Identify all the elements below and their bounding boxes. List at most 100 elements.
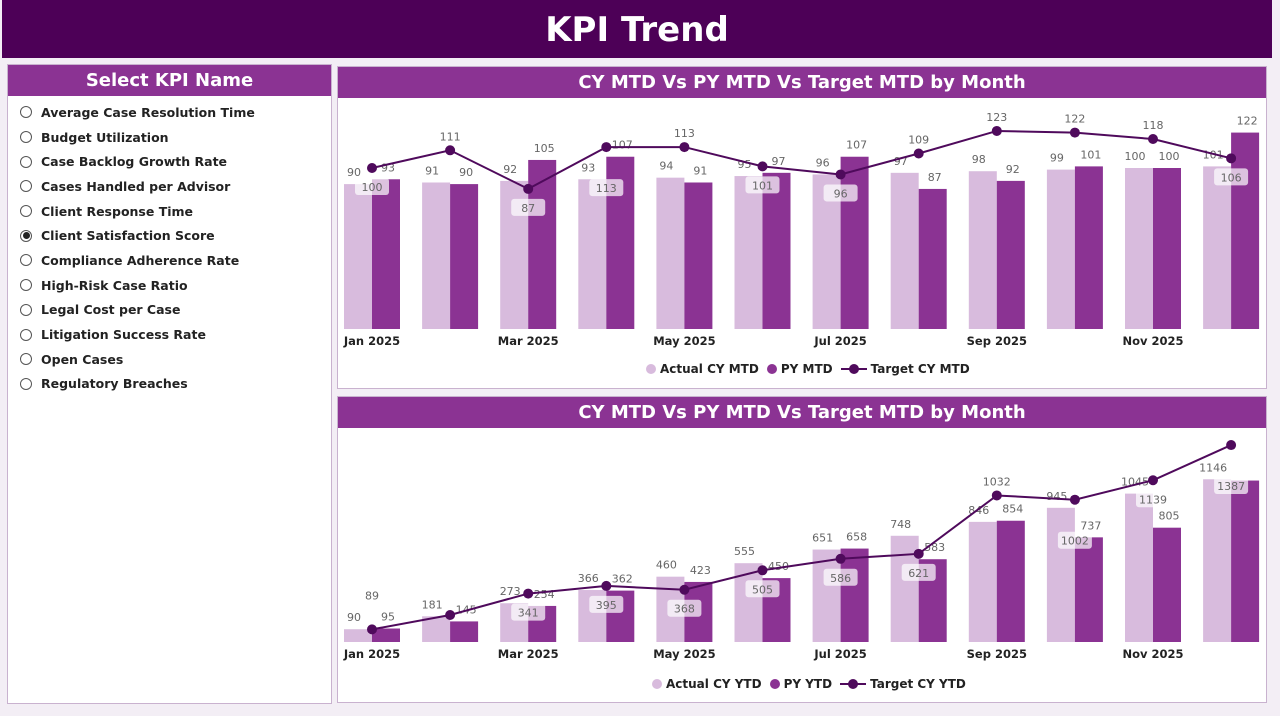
target-data-label: 122 [1064,113,1085,126]
kpi-option-label: Regulatory Breaches [41,376,188,392]
radio-button[interactable] [20,377,32,390]
target-data-label: 106 [1221,171,1242,184]
actual-data-label: 93 [581,161,595,174]
kpi-option-label: Client Response Time [41,203,194,219]
legend-target[interactable]: Target CY YTD [840,677,966,691]
target-point [1069,494,1080,505]
radio-button[interactable] [20,303,32,316]
target-point [991,490,1002,501]
py-bar [372,628,400,642]
py-bar [1153,168,1181,329]
kpi-option-label: Open Cases [41,351,124,367]
radio-button[interactable] [20,106,32,119]
kpi-option[interactable]: Legal Cost per Case [20,298,331,323]
target-label-box [745,176,780,194]
py-bar [996,180,1025,329]
legend-actual[interactable]: Actual CY MTD [646,362,759,376]
actual-bar [812,549,841,642]
actual-bar [1203,166,1232,329]
radio-button[interactable] [20,254,32,267]
kpi-option-label: Compliance Adherence Rate [41,252,240,268]
target-point [601,142,612,153]
target-data-label: 395 [596,599,617,612]
py-data-label: 100 [1159,150,1180,163]
kpi-option-label: Litigation Success Rate [41,327,206,343]
x-tick-label: Mar 2025 [498,334,559,348]
target-point [1069,127,1080,138]
radio-button[interactable] [20,205,32,218]
kpi-option[interactable]: Compliance Adherence Rate [20,248,331,273]
target-label-box [1136,116,1170,134]
kpi-option[interactable]: Budget Utilization [20,125,331,150]
actual-bar [656,177,685,329]
target-label-box [823,184,858,202]
target-label-box [511,198,546,216]
py-data-label: 122 [1237,115,1258,128]
actual-bar [734,176,763,329]
target-data-label: 109 [908,134,929,147]
target-data-label: 89 [365,589,379,602]
radio-button[interactable] [20,328,32,341]
kpi-option[interactable]: Average Case Resolution Time [20,100,331,125]
legend-actual-marker [652,679,662,689]
py-data-label: 583 [924,541,945,554]
kpi-option[interactable]: Regulatory Breaches [20,372,331,397]
py-data-label: 737 [1080,519,1101,532]
py-data-label: 105 [534,142,555,155]
radio-button[interactable] [20,353,32,366]
target-label-box [901,130,936,148]
target-point [679,584,690,595]
kpi-option[interactable]: High-Risk Case Ratio [20,273,331,298]
target-label-box [589,595,624,613]
kpi-option[interactable]: Litigation Success Rate [20,322,331,347]
target-data-label: 123 [986,111,1007,124]
kpi-option[interactable]: Cases Handled per Advisor [20,174,331,199]
legend-py[interactable]: PY MTD [766,362,833,376]
target-data-label: 113 [674,127,695,140]
radio-button[interactable] [20,180,32,193]
radio-button[interactable] [20,155,32,168]
x-tick-label: Nov 2025 [1122,334,1183,348]
legend-target[interactable]: Target CY MTD [840,362,970,376]
kpi-option[interactable]: Client Satisfaction Score [20,223,331,248]
x-tick-label: Jan 2025 [343,647,400,661]
kpi-option[interactable]: Case Backlog Growth Rate [20,149,331,174]
target-point [913,548,924,559]
radio-button[interactable] [20,229,32,242]
actual-data-label: 273 [500,585,521,598]
kpi-option[interactable]: Client Response Time [20,199,331,224]
target-data-label: 111 [440,130,461,143]
x-tick-label: Nov 2025 [1122,647,1183,661]
actual-bar [422,616,451,642]
target-line [371,444,1232,631]
legend-label: PY MTD [780,362,833,376]
radio-button[interactable] [20,279,32,292]
slicer-title: Select KPI Name [8,65,331,96]
actual-data-label: 181 [422,598,443,611]
page-title: KPI Trend [2,0,1272,58]
legend-label: Target CY YTD [870,677,966,691]
target-label-box [511,603,546,621]
target-data-label: 113 [596,182,617,195]
radio-button[interactable] [20,131,32,144]
target-label-box [979,107,1014,125]
target-point [1226,440,1237,451]
target-label-box [355,586,389,604]
target-label-box [1057,531,1092,549]
legend-py[interactable]: PY YTD [769,677,832,691]
actual-data-label: 90 [347,611,361,624]
target-point [367,163,377,173]
x-tick-label: May 2025 [653,334,715,348]
target-label-box [1136,490,1170,508]
actual-bar [1046,507,1075,642]
legend-actual[interactable]: Actual CY YTD [652,677,762,691]
kpi-option[interactable]: Open Cases [20,347,331,372]
target-label-box [355,178,389,195]
target-data-label: 505 [752,583,773,596]
target-point [1226,153,1237,164]
target-point [835,169,846,180]
py-data-label: 362 [612,573,633,586]
py-data-label: 450 [768,560,789,573]
kpi-option-label: Budget Utilization [41,129,169,145]
